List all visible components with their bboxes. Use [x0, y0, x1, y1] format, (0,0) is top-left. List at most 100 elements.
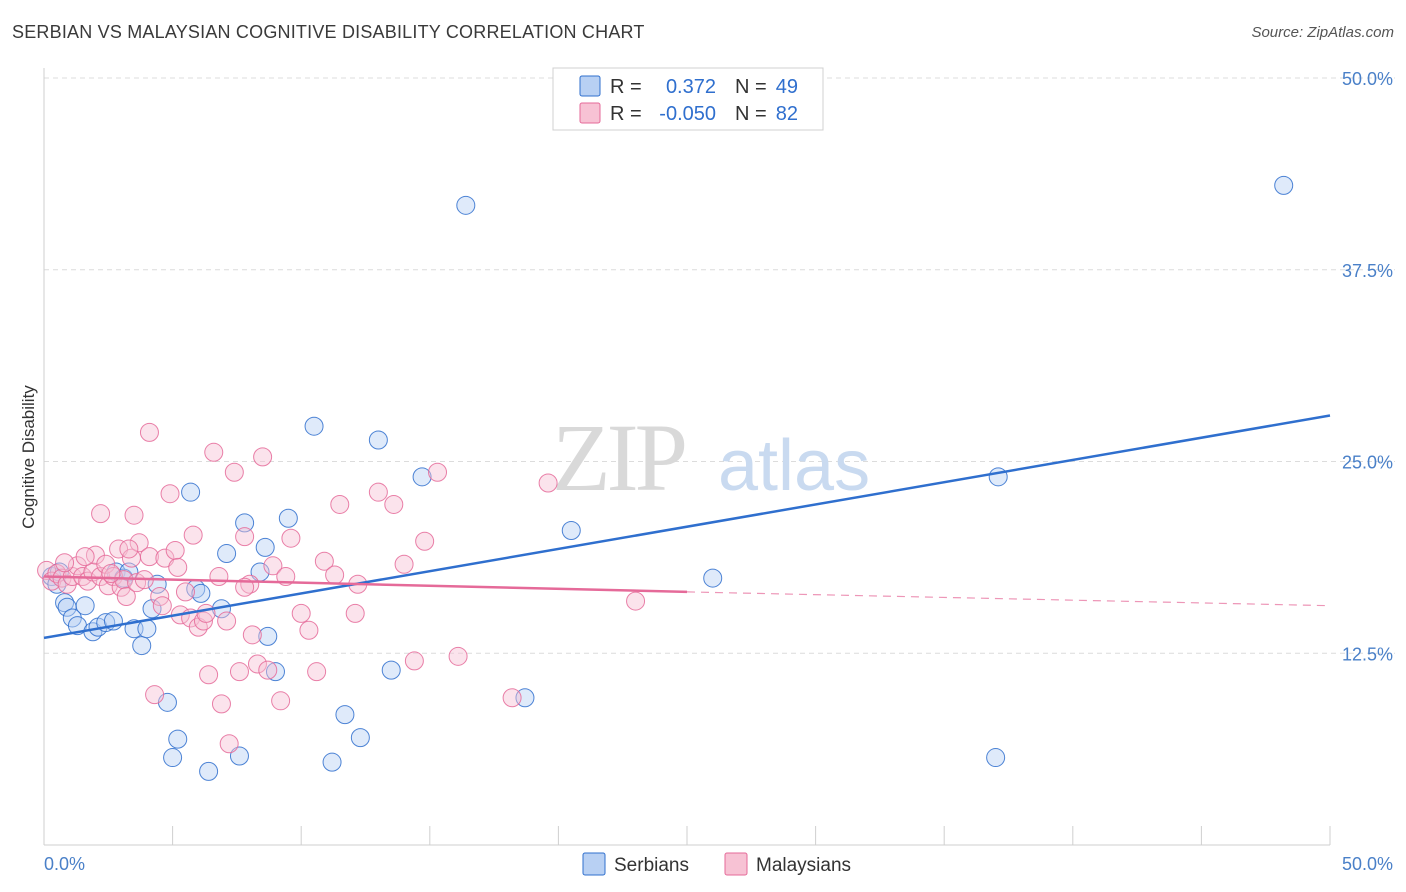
malaysians-point — [428, 462, 448, 482]
serbians-point — [335, 705, 355, 725]
malaysians-point — [368, 482, 388, 502]
malaysians-point — [145, 685, 165, 705]
serbians-point — [703, 568, 723, 588]
malaysians-point — [291, 603, 311, 623]
serbians-point — [258, 626, 278, 646]
malaysians-point — [139, 547, 159, 567]
malaysians-point — [152, 596, 172, 616]
serbians-point — [181, 482, 201, 502]
malaysians-trend-line — [43, 575, 688, 594]
serbians-point — [304, 416, 324, 436]
malaysians-point — [119, 539, 139, 559]
malaysians-point — [139, 422, 159, 442]
serbians-point — [986, 748, 1006, 768]
malaysians-point — [281, 528, 301, 548]
serbians-point — [278, 508, 298, 528]
malaysians-point — [160, 484, 180, 504]
malaysians-point — [345, 603, 365, 623]
legend-n-label-serbians: N = — [735, 76, 767, 98]
y-tick-label: 12.5% — [1342, 644, 1393, 664]
legend-n-label-malaysians: N = — [735, 103, 767, 125]
malaysians-point — [183, 525, 203, 545]
serbians-point — [191, 583, 211, 603]
serbians-point — [199, 761, 219, 781]
serbians-point — [381, 660, 401, 680]
serbians-point — [561, 521, 581, 541]
malaysians-point — [103, 567, 123, 587]
y-axis-label: Cognitive Disability — [19, 385, 38, 529]
serbians-point — [132, 636, 152, 656]
malaysians-point — [55, 553, 75, 573]
malaysians-point — [75, 547, 95, 567]
legend-n-value-serbians: 49 — [776, 76, 798, 98]
malaysians-point — [204, 442, 224, 462]
malaysians-point — [193, 611, 213, 631]
malaysians-point — [96, 554, 116, 574]
malaysians-point — [314, 551, 334, 571]
watermark-zip: ZIP — [552, 404, 685, 511]
malaysians-point — [330, 494, 350, 514]
malaysians-trend-extension — [686, 591, 1331, 607]
legend-n-value-malaysians: 82 — [776, 103, 798, 125]
malaysians-point — [235, 527, 255, 547]
malaysians-point — [224, 462, 244, 482]
legend-swatch-malaysians — [579, 102, 601, 124]
serbians-trend-line — [43, 414, 1331, 640]
malaysians-point — [175, 582, 195, 602]
malaysians-point — [116, 586, 136, 606]
axes — [43, 68, 1331, 846]
serbians-point — [47, 574, 67, 594]
malaysians-point — [109, 539, 129, 559]
gridlines — [44, 77, 1395, 654]
serbians-point — [163, 748, 183, 768]
serbians-point — [322, 752, 342, 772]
serbians-point — [412, 467, 432, 487]
bottom-legend-swatch-malaysians — [724, 852, 748, 876]
bottom-legend-serbians: Serbians — [614, 855, 689, 876]
serbians-point — [142, 599, 162, 619]
serbians-point — [456, 195, 476, 215]
watermark-atlas: atlas — [718, 426, 870, 506]
tick-labels: 12.5% 25.0% 37.5% 50.0% 0.0% 50.0% — [44, 69, 1393, 874]
malaysians-point — [325, 565, 345, 585]
malaysians-point — [37, 560, 57, 580]
malaysians-point — [129, 533, 149, 553]
malaysians-point — [242, 625, 262, 645]
bottom-legend-malaysians: Malaysians — [756, 855, 851, 876]
malaysians-point — [199, 665, 219, 685]
malaysians-point — [538, 473, 558, 493]
malaysians-point — [271, 691, 291, 711]
malaysians-point — [229, 662, 249, 682]
y-tick-label: 50.0% — [1342, 69, 1393, 89]
malaysians-point — [196, 603, 216, 623]
malaysians-point — [124, 505, 144, 525]
malaysians-point — [240, 574, 260, 594]
malaysians-point — [307, 662, 327, 682]
serbians-point — [350, 728, 370, 748]
serbians-point — [368, 430, 388, 450]
y-tick-label: 37.5% — [1342, 261, 1393, 281]
malaysians-point — [168, 557, 188, 577]
malaysians-point — [415, 531, 435, 551]
malaysians-point — [217, 611, 237, 631]
malaysians-point — [219, 734, 239, 754]
bottom-legend-swatch-serbians — [582, 852, 606, 876]
serbians-point — [75, 596, 95, 616]
y-tick-label: 25.0% — [1342, 453, 1393, 473]
malaysians-point — [502, 688, 522, 708]
chart-source: Source: ZipAtlas.com — [1251, 24, 1394, 41]
serbians-point — [168, 729, 188, 749]
malaysians-point — [150, 586, 170, 606]
legend-swatch-serbians — [579, 75, 601, 97]
malaysians-point — [209, 567, 229, 587]
legend-r-value-serbians: 0.372 — [666, 76, 716, 98]
legend-r-label-malaysians: R = — [610, 103, 642, 125]
legend-box: R = 0.372 N = 49 R = -0.050 N = 82 — [552, 67, 824, 131]
x-tick-label: 0.0% — [44, 854, 85, 874]
serbians-point — [235, 513, 255, 533]
bottom-legend: Serbians Malaysians — [582, 852, 851, 876]
x-tick-label: 50.0% — [1342, 854, 1393, 874]
malaysians-point — [404, 651, 424, 671]
malaysians-point — [299, 620, 319, 640]
